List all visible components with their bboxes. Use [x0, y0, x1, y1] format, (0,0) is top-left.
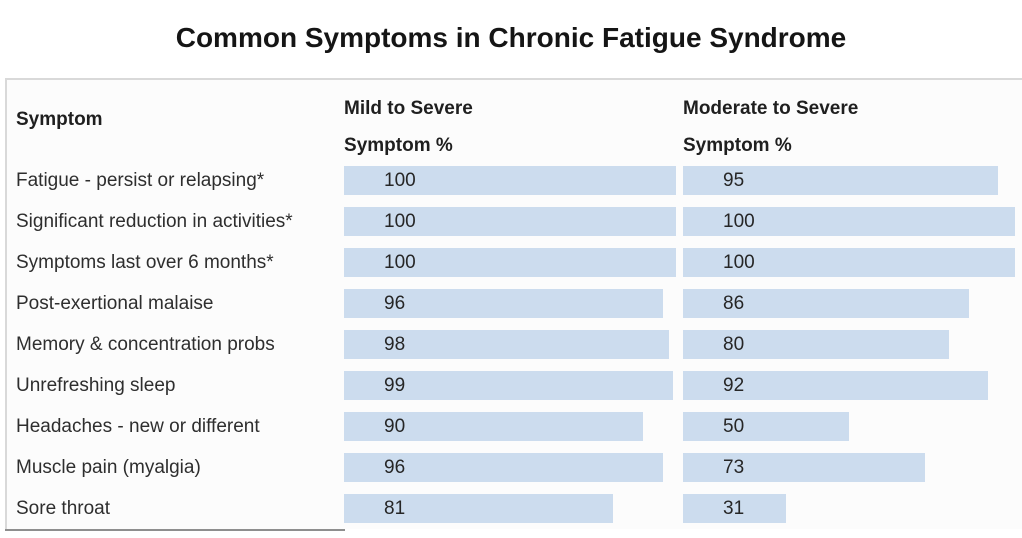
- table-row: Post-exertional malaise 96 86: [7, 283, 1022, 324]
- mild-value: 81: [384, 497, 406, 519]
- mild-bar: 100: [344, 166, 677, 195]
- moderate-value: 100: [723, 210, 755, 232]
- moderate-bar-cell: 80: [683, 330, 1022, 359]
- moderate-bar-cell: 100: [683, 207, 1022, 236]
- column-header-moderate: Moderate to Severe Symptom %: [683, 80, 1022, 160]
- mild-bar: 90: [344, 412, 643, 441]
- table-row: Muscle pain (myalgia) 96 73: [7, 447, 1022, 488]
- moderate-value: 80: [723, 333, 745, 355]
- moderate-bar-cell: 73: [683, 453, 1022, 482]
- table-row: Symptoms last over 6 months* 100 100: [7, 242, 1022, 283]
- mild-bar: 81: [344, 494, 613, 523]
- moderate-bar: 86: [683, 289, 969, 318]
- mild-bar: 96: [344, 289, 663, 318]
- page-title: Common Symptoms in Chronic Fatigue Syndr…: [175, 22, 847, 53]
- column-header-mild: Mild to Severe Symptom %: [344, 80, 683, 160]
- mild-value: 100: [384, 210, 416, 232]
- table-row: Fatigue - persist or relapsing* 100 95: [7, 160, 1022, 201]
- moderate-bar-cell: 86: [683, 289, 1022, 318]
- moderate-value: 50: [723, 415, 745, 437]
- mild-value: 96: [384, 292, 406, 314]
- table-row: Significant reduction in activities* 100…: [7, 201, 1022, 242]
- column-header-mild-line2: Symptom %: [344, 135, 453, 156]
- moderate-bar: 100: [683, 248, 1015, 277]
- mild-value: 96: [384, 456, 406, 478]
- symptom-label: Post-exertional malaise: [16, 292, 214, 314]
- mild-bar-cell: 81: [344, 494, 683, 523]
- symptom-column-underline: [5, 529, 345, 531]
- column-header-moderate-line1: Moderate to Severe: [683, 98, 859, 119]
- table-header-row: Symptom Mild to Severe Symptom % Moderat…: [7, 80, 1022, 160]
- symptom-label: Sore throat: [16, 497, 110, 519]
- column-header-symptom: Symptom: [16, 109, 103, 130]
- mild-bar: 100: [344, 207, 677, 236]
- symptom-label: Fatigue - persist or relapsing*: [16, 169, 265, 191]
- moderate-bar: 95: [683, 166, 999, 195]
- moderate-bar-cell: 92: [683, 371, 1022, 400]
- mild-value: 98: [384, 333, 406, 355]
- moderate-value: 73: [723, 456, 745, 478]
- moderate-bar: 50: [683, 412, 849, 441]
- column-header-mild-line1: Mild to Severe: [344, 98, 473, 119]
- moderate-value: 86: [723, 292, 745, 314]
- symptom-table: Symptom Mild to Severe Symptom % Moderat…: [5, 78, 1022, 531]
- mild-bar: 98: [344, 330, 670, 359]
- mild-value: 100: [384, 251, 416, 273]
- table-row: Headaches - new or different 90 50: [7, 406, 1022, 447]
- symptom-label: Unrefreshing sleep: [16, 374, 176, 396]
- table-row: Memory & concentration probs 98 80: [7, 324, 1022, 365]
- symptom-label: Headaches - new or different: [16, 415, 260, 437]
- mild-value: 100: [384, 169, 416, 191]
- mild-bar-cell: 90: [344, 412, 683, 441]
- table-row: Sore throat 81 31: [7, 488, 1022, 529]
- mild-value: 99: [384, 374, 406, 396]
- moderate-bar-cell: 95: [683, 166, 1022, 195]
- moderate-value: 95: [723, 169, 745, 191]
- mild-bar-cell: 98: [344, 330, 683, 359]
- column-header-moderate-line2: Symptom %: [683, 135, 792, 156]
- mild-bar: 100: [344, 248, 677, 277]
- moderate-value: 92: [723, 374, 745, 396]
- mild-bar-cell: 100: [344, 207, 683, 236]
- moderate-value: 31: [723, 497, 745, 519]
- symptom-label: Memory & concentration probs: [16, 333, 275, 355]
- symptom-label: Symptoms last over 6 months*: [16, 251, 274, 273]
- mild-bar: 96: [344, 453, 663, 482]
- moderate-bar: 73: [683, 453, 926, 482]
- mild-bar: 99: [344, 371, 673, 400]
- moderate-bar: 80: [683, 330, 949, 359]
- moderate-bar: 92: [683, 371, 989, 400]
- symptom-label: Significant reduction in activities*: [16, 210, 293, 232]
- mild-bar-cell: 100: [344, 248, 683, 277]
- moderate-bar-cell: 100: [683, 248, 1022, 277]
- moderate-value: 100: [723, 251, 755, 273]
- moderate-bar: 31: [683, 494, 786, 523]
- mild-value: 90: [384, 415, 406, 437]
- moderate-bar-cell: 31: [683, 494, 1022, 523]
- moderate-bar: 100: [683, 207, 1015, 236]
- mild-bar-cell: 99: [344, 371, 683, 400]
- mild-bar-cell: 100: [344, 166, 683, 195]
- table-row: Unrefreshing sleep 99 92: [7, 365, 1022, 406]
- moderate-bar-cell: 50: [683, 412, 1022, 441]
- mild-bar-cell: 96: [344, 289, 683, 318]
- symptom-label: Muscle pain (myalgia): [16, 456, 201, 478]
- mild-bar-cell: 96: [344, 453, 683, 482]
